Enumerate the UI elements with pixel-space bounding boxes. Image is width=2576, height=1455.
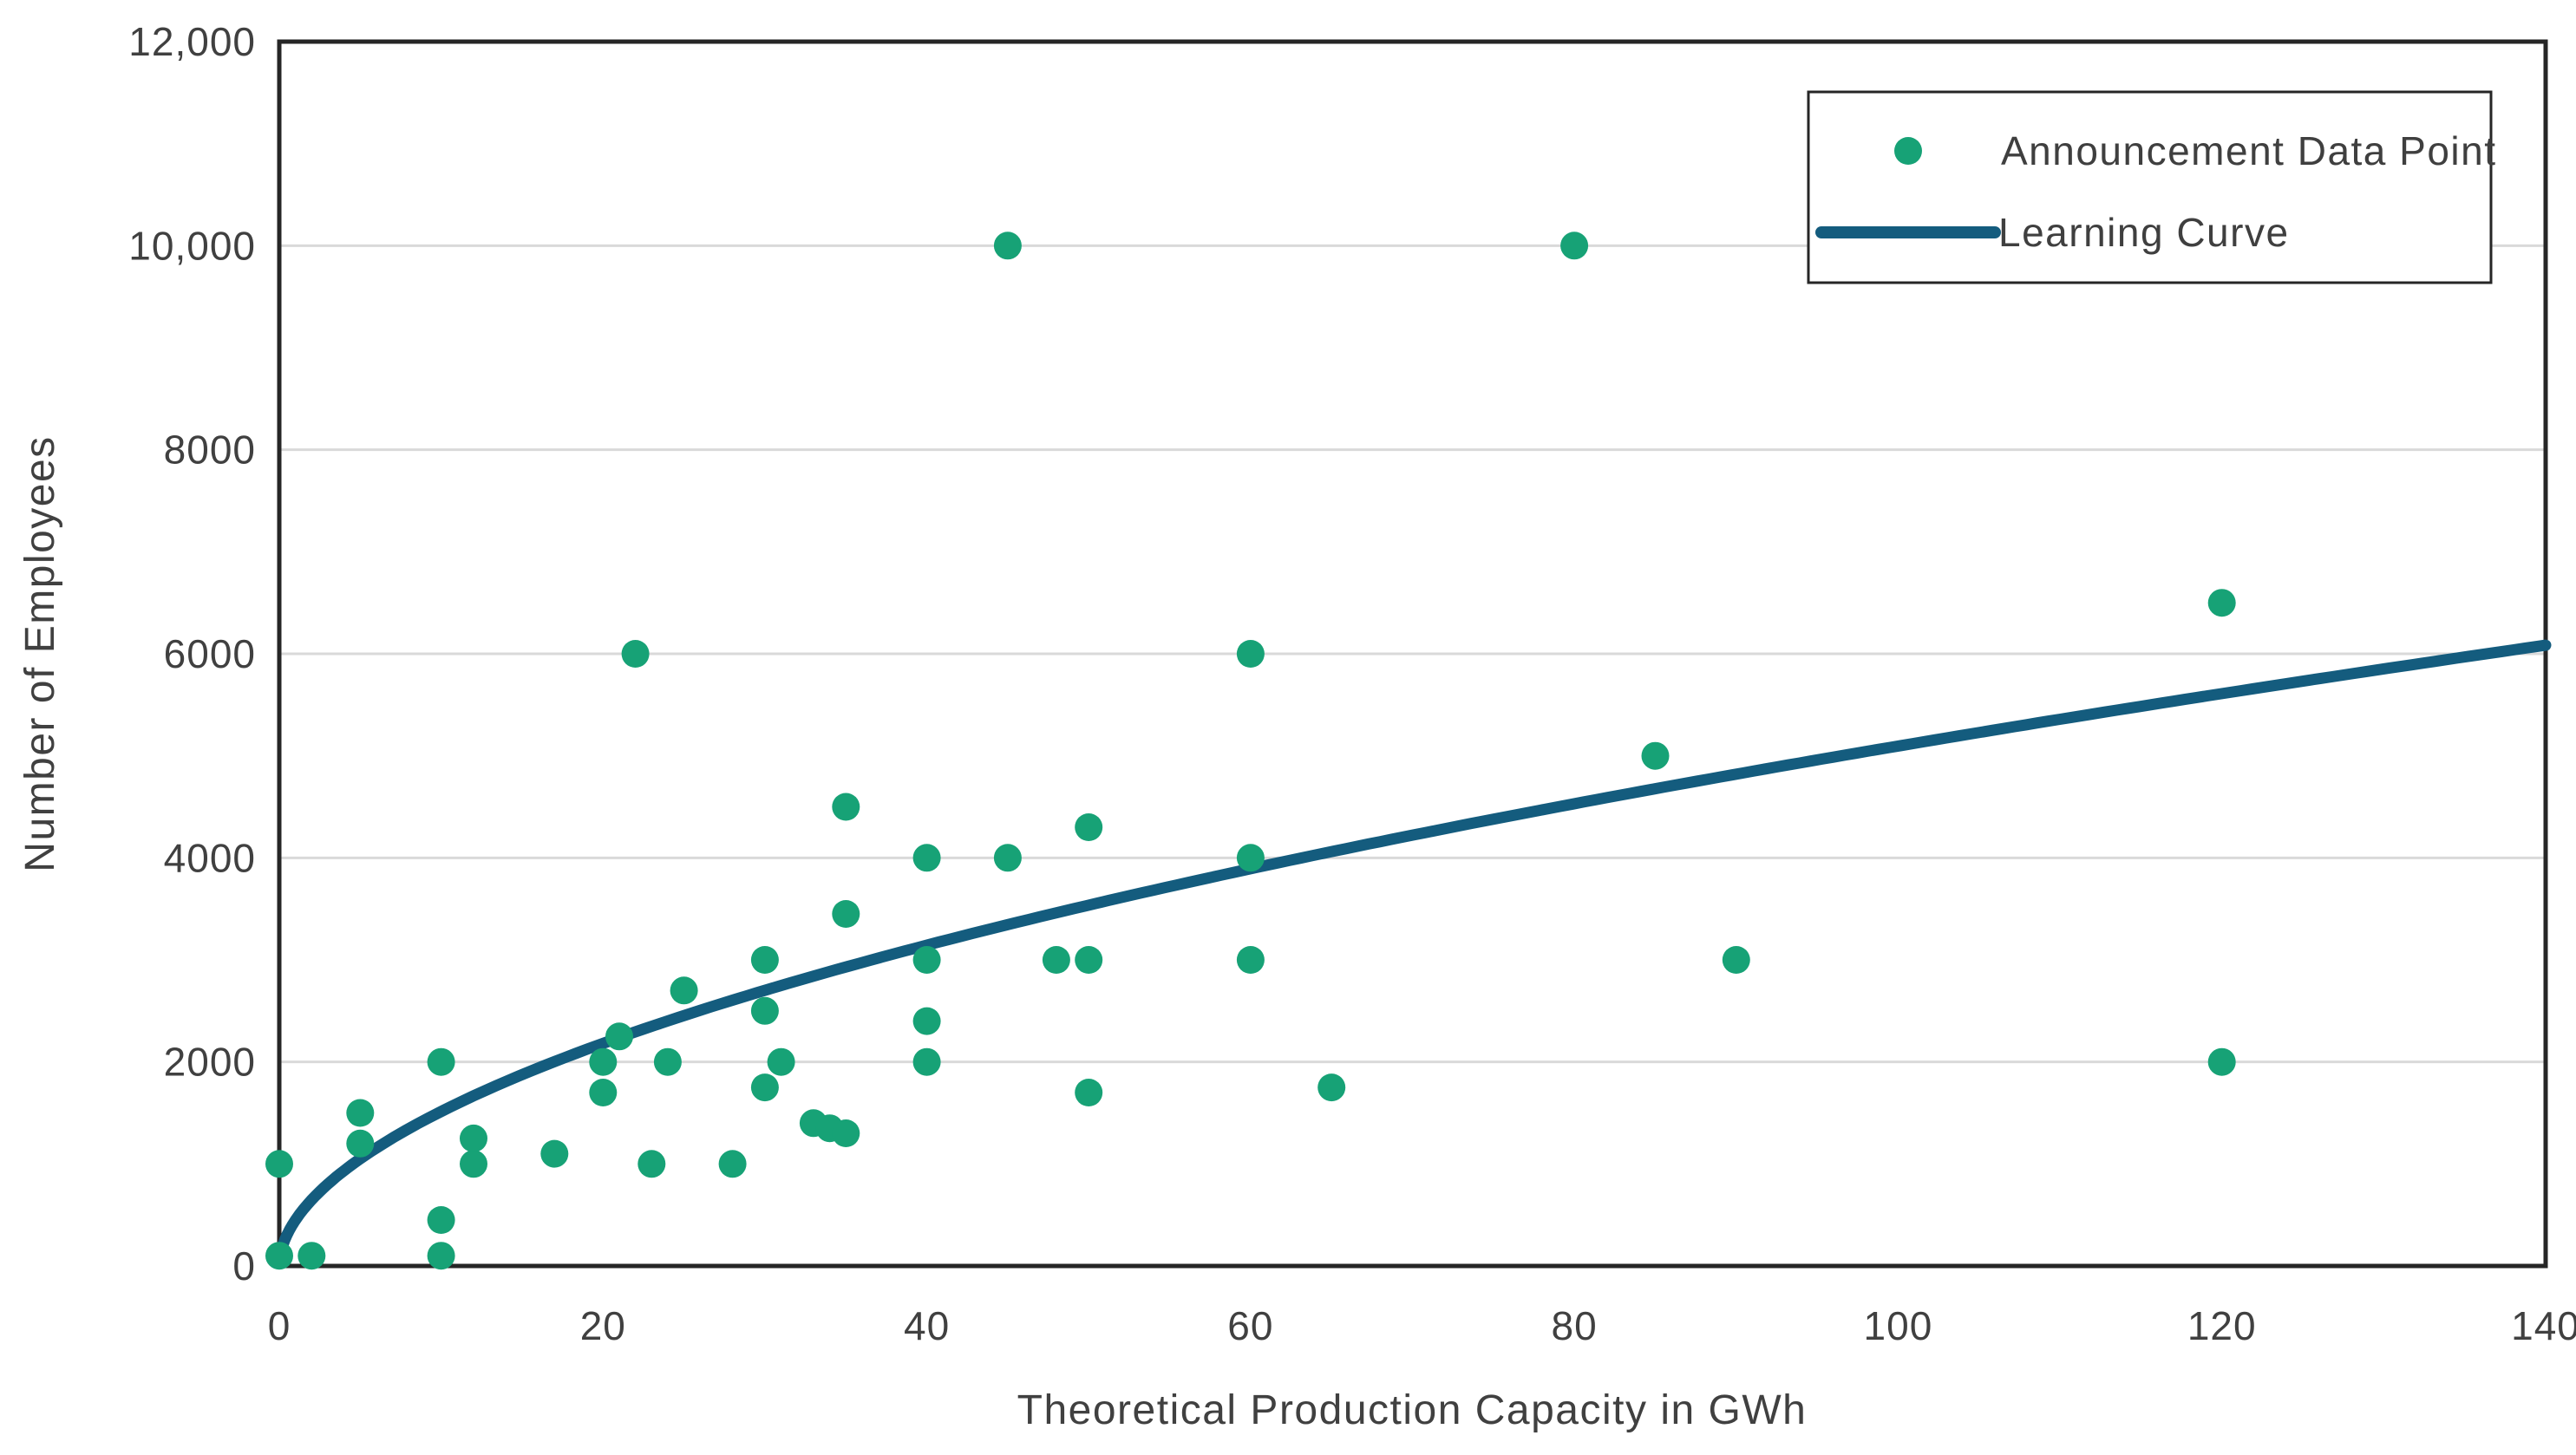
scatter-point bbox=[265, 1150, 293, 1178]
x-tick-label: 0 bbox=[268, 1303, 291, 1348]
y-tick-label: 8000 bbox=[164, 427, 256, 473]
scatter-point bbox=[1042, 946, 1070, 974]
scatter-point bbox=[1641, 741, 1670, 770]
scatter-point bbox=[1317, 1073, 1346, 1102]
y-tick-label: 2000 bbox=[164, 1040, 256, 1085]
scatter-point bbox=[767, 1047, 795, 1076]
y-tick-label: 12,000 bbox=[128, 19, 256, 64]
scatter-point bbox=[637, 1150, 666, 1178]
scatter-point bbox=[2207, 589, 2236, 617]
legend-item-learning-curve: Learning Curve bbox=[1815, 210, 2290, 255]
scatter-point bbox=[670, 976, 698, 1005]
learning-curve-layer bbox=[274, 639, 2552, 1263]
x-tick-label: 60 bbox=[1227, 1303, 1273, 1348]
scatter-point bbox=[1236, 844, 1265, 872]
scatter-point bbox=[832, 1119, 860, 1147]
plot-area-border bbox=[277, 39, 2548, 1269]
scatter-point bbox=[346, 1129, 375, 1158]
x-tick-label: 140 bbox=[2511, 1303, 2576, 1348]
scatter-point bbox=[589, 1047, 618, 1076]
scatter-point bbox=[297, 1242, 326, 1270]
y-axis-title: Number of Employees bbox=[17, 435, 63, 871]
scatter-points-layer bbox=[265, 232, 2236, 1270]
scatter-point bbox=[621, 640, 650, 668]
x-tick-label: 100 bbox=[1864, 1303, 1933, 1348]
legend-border bbox=[1807, 90, 2493, 284]
scatter-point bbox=[1075, 813, 1103, 841]
legend-item-announcement: Announcement Data Point bbox=[1894, 128, 2497, 173]
x-axis-title: Theoretical Production Capacity in GWh bbox=[1017, 1387, 1808, 1433]
scatter-point bbox=[460, 1150, 487, 1178]
scatter-point bbox=[427, 1206, 455, 1234]
x-tick-label: 80 bbox=[1552, 1303, 1598, 1348]
y-tick-label: 10,000 bbox=[128, 223, 256, 268]
scatter-point bbox=[912, 844, 941, 872]
scatter-point bbox=[750, 996, 779, 1025]
scatter-point bbox=[1560, 232, 1589, 260]
x-tick-label: 40 bbox=[904, 1303, 950, 1348]
scatter-point bbox=[832, 793, 860, 821]
learning-curve-line bbox=[274, 639, 2552, 1263]
scatter-point bbox=[1722, 946, 1750, 974]
scatter-point bbox=[912, 946, 941, 974]
scatter-point bbox=[1075, 1079, 1103, 1106]
scatter-point bbox=[427, 1047, 455, 1076]
y-axis-tick-labels: 0 2000 4000 6000 8000 10,000 12,000 bbox=[128, 19, 256, 1289]
scatter-point bbox=[653, 1047, 682, 1076]
scatter-point bbox=[589, 1079, 618, 1106]
scatter-point bbox=[1075, 946, 1103, 974]
scatter-point bbox=[605, 1022, 633, 1051]
scatter-point bbox=[1236, 640, 1265, 668]
scatter-point bbox=[912, 1007, 941, 1035]
scatter-point bbox=[750, 1073, 779, 1102]
scatter-point bbox=[912, 1047, 941, 1076]
scatter-point bbox=[993, 232, 1022, 260]
legend-label-announcement: Announcement Data Point bbox=[2001, 128, 2497, 173]
scatter-point bbox=[265, 1242, 293, 1270]
scatter-point bbox=[993, 844, 1022, 872]
x-tick-label: 20 bbox=[580, 1303, 626, 1348]
y-tick-label: 0 bbox=[232, 1243, 256, 1289]
scatter-marker-icon bbox=[1894, 137, 1922, 165]
scatter-point bbox=[540, 1139, 569, 1168]
scatter-point bbox=[1236, 946, 1265, 974]
x-tick-label: 120 bbox=[2187, 1303, 2257, 1348]
y-tick-label: 6000 bbox=[164, 631, 256, 676]
scatter-point bbox=[718, 1150, 747, 1178]
x-axis-tick-labels: 0 20 40 60 80 100 120 140 bbox=[268, 1303, 2576, 1348]
scatter-point bbox=[460, 1124, 487, 1152]
legend: Announcement Data Point Learning Curve bbox=[1807, 90, 2497, 284]
scatter-point bbox=[427, 1242, 455, 1270]
scatter-point bbox=[346, 1099, 375, 1127]
scatter-point bbox=[2207, 1047, 2236, 1076]
y-tick-label: 4000 bbox=[164, 835, 256, 880]
scatter-point bbox=[832, 900, 860, 928]
legend-label-learning-curve: Learning Curve bbox=[1998, 210, 2290, 255]
scatter-point bbox=[750, 946, 779, 974]
